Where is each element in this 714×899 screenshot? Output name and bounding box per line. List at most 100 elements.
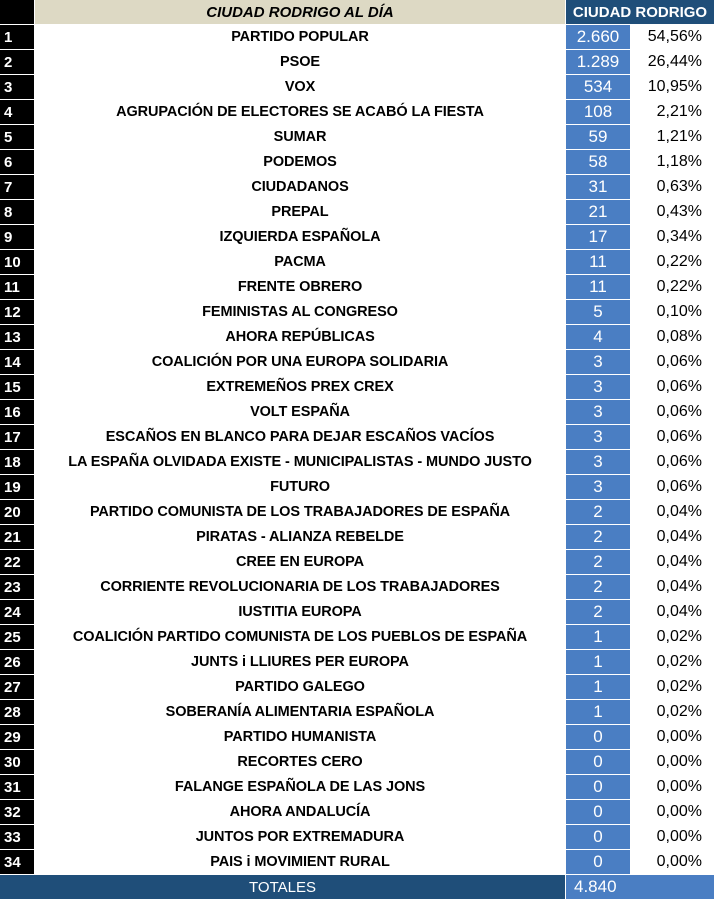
votes-count: 0 [566,850,630,874]
row-number: 8 [0,200,34,224]
table-row: 5 SUMAR 59 1,21% [0,125,714,150]
row-number: 31 [0,775,34,799]
vote-percentage: 10,95% [631,75,714,99]
vote-percentage: 0,10% [631,300,714,324]
table-row: 15 EXTREMEÑOS PREX CREX 3 0,06% [0,375,714,400]
vote-percentage: 0,00% [631,750,714,774]
vote-percentage: 0,08% [631,325,714,349]
vote-percentage: 0,04% [631,550,714,574]
table-row: 28 SOBERANÍA ALIMENTARIA ESPAÑOLA 1 0,02% [0,700,714,725]
row-number: 19 [0,475,34,499]
vote-percentage: 2,21% [631,100,714,124]
row-number: 14 [0,350,34,374]
party-name: VOX [35,75,565,99]
party-name: VOLT ESPAÑA [35,400,565,424]
row-number: 22 [0,550,34,574]
table-row: 22 CREE EN EUROPA 2 0,04% [0,550,714,575]
votes-count: 1 [566,625,630,649]
party-name: AGRUPACIÓN DE ELECTORES SE ACABÓ LA FIES… [35,100,565,124]
votes-count: 2 [566,525,630,549]
table-row: 30 RECORTES CERO 0 0,00% [0,750,714,775]
votes-count: 1.289 [566,50,630,74]
party-name: ESCAÑOS EN BLANCO PARA DEJAR ESCAÑOS VAC… [35,425,565,449]
row-number: 16 [0,400,34,424]
row-number: 13 [0,325,34,349]
row-number: 25 [0,625,34,649]
vote-percentage: 0,02% [631,625,714,649]
table-row: 19 FUTURO 3 0,06% [0,475,714,500]
vote-percentage: 0,22% [631,275,714,299]
party-name: PARTIDO HUMANISTA [35,725,565,749]
vote-percentage: 1,21% [631,125,714,149]
city-column-header: CIUDAD RODRIGO [566,0,714,24]
votes-count: 3 [566,450,630,474]
votes-count: 5 [566,300,630,324]
votes-count: 0 [566,775,630,799]
vote-percentage: 0,06% [631,400,714,424]
table-row: 25 COALICIÓN PARTIDO COMUNISTA DE LOS PUE… [0,625,714,650]
row-number: 15 [0,375,34,399]
table-row: 17 ESCAÑOS EN BLANCO PARA DEJAR ESCAÑOS V… [0,425,714,450]
row-number: 23 [0,575,34,599]
table-row: 27 PARTIDO GALEGO 1 0,02% [0,675,714,700]
table-row: 4 AGRUPACIÓN DE ELECTORES SE ACABÓ LA FIE… [0,100,714,125]
votes-count: 11 [566,275,630,299]
vote-percentage: 0,06% [631,425,714,449]
table-row: 26 JUNTS i LLIURES PER EUROPA 1 0,02% [0,650,714,675]
party-name: PACMA [35,250,565,274]
party-name: PAIS i MOVIMIENT RURAL [35,850,565,874]
party-name: FRENTE OBRERO [35,275,565,299]
vote-percentage: 0,06% [631,350,714,374]
party-name: IZQUIERDA ESPAÑOLA [35,225,565,249]
vote-percentage: 0,04% [631,600,714,624]
row-number: 33 [0,825,34,849]
table-row: 10 PACMA 11 0,22% [0,250,714,275]
votes-count: 2.660 [566,25,630,49]
votes-count: 58 [566,150,630,174]
row-number: 7 [0,175,34,199]
vote-percentage: 0,02% [631,650,714,674]
row-number: 11 [0,275,34,299]
vote-percentage: 0,00% [631,725,714,749]
votes-count: 108 [566,100,630,124]
party-name: RECORTES CERO [35,750,565,774]
table-row: 13 AHORA REPÚBLICAS 4 0,08% [0,325,714,350]
row-number: 27 [0,675,34,699]
party-name: FALANGE ESPAÑOLA DE LAS JONS [35,775,565,799]
party-name: COALICIÓN PARTIDO COMUNISTA DE LOS PUEBL… [35,625,565,649]
vote-percentage: 0,06% [631,475,714,499]
totals-value: 4.840 [566,875,714,899]
votes-count: 534 [566,75,630,99]
votes-count: 3 [566,400,630,424]
party-name: AHORA REPÚBLICAS [35,325,565,349]
table-row: 12 FEMINISTAS AL CONGRESO 5 0,10% [0,300,714,325]
party-name: PREPAL [35,200,565,224]
vote-percentage: 0,00% [631,800,714,824]
table-row: 31 FALANGE ESPAÑOLA DE LAS JONS 0 0,00% [0,775,714,800]
party-name: CIUDADANOS [35,175,565,199]
table-row: 7 CIUDADANOS 31 0,63% [0,175,714,200]
votes-count: 31 [566,175,630,199]
votes-count: 2 [566,500,630,524]
votes-count: 11 [566,250,630,274]
row-number: 20 [0,500,34,524]
table-row: 34 PAIS i MOVIMIENT RURAL 0 0,00% [0,850,714,875]
table-row: 16 VOLT ESPAÑA 3 0,06% [0,400,714,425]
vote-percentage: 0,00% [631,775,714,799]
row-number: 32 [0,800,34,824]
party-name: AHORA ANDALUCÍA [35,800,565,824]
party-name: COALICIÓN POR UNA EUROPA SOLIDARIA [35,350,565,374]
row-number: 17 [0,425,34,449]
votes-count: 4 [566,325,630,349]
table-row: 9 IZQUIERDA ESPAÑOLA 17 0,34% [0,225,714,250]
vote-percentage: 0,06% [631,375,714,399]
vote-percentage: 0,02% [631,675,714,699]
votes-count: 3 [566,375,630,399]
row-number: 12 [0,300,34,324]
party-name: SOBERANÍA ALIMENTARIA ESPAÑOLA [35,700,565,724]
row-number: 9 [0,225,34,249]
table-title: CIUDAD RODRIGO AL DÍA [35,0,565,24]
vote-percentage: 54,56% [631,25,714,49]
party-name: LA ESPAÑA OLVIDADA EXISTE - MUNICIPALIST… [35,450,565,474]
party-name: PSOE [35,50,565,74]
